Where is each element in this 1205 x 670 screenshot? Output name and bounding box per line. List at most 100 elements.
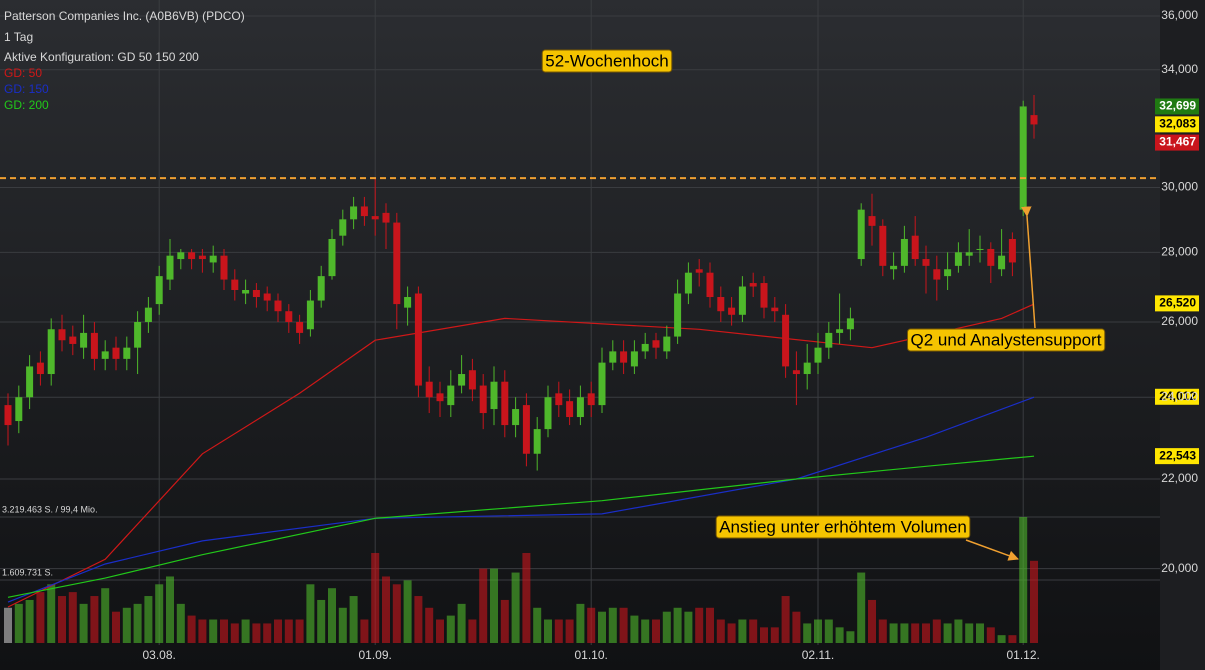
volume-bar — [868, 599, 876, 643]
candle-body — [339, 219, 347, 236]
y-tick-label: 36,000 — [1161, 8, 1198, 22]
annotation: Q2 und Analystensupport — [907, 328, 1106, 352]
price-label: 22,543 — [1159, 448, 1196, 462]
candle-body — [134, 321, 142, 348]
candle-body — [447, 385, 455, 406]
volume-bar — [554, 619, 563, 643]
volume-bar — [166, 576, 174, 643]
candle-body — [652, 340, 660, 348]
volume-bar — [576, 603, 585, 643]
candle-body — [112, 347, 120, 359]
volume-bar — [770, 627, 779, 643]
candle-body — [393, 222, 401, 305]
volume-bar — [349, 596, 358, 643]
candle-body — [555, 393, 563, 406]
volume-bar — [241, 619, 250, 643]
volume-bar — [392, 584, 401, 643]
candle-body — [738, 286, 746, 315]
volume-bar — [155, 584, 164, 643]
y-tick-label: 24,000 — [1161, 389, 1198, 403]
price-label-box — [1155, 98, 1199, 115]
candle-body — [663, 336, 671, 352]
volume-bar — [749, 619, 758, 643]
candle-body — [90, 332, 98, 359]
moving-average — [7, 396, 1035, 603]
volume-bar — [295, 619, 304, 643]
y-tick-label: 26,000 — [1161, 314, 1198, 328]
volume-bar — [79, 603, 88, 643]
volume-bar — [598, 611, 606, 643]
candle-body — [900, 238, 908, 266]
volume-bar — [1030, 560, 1038, 643]
volume-bar — [533, 607, 542, 643]
arrow — [965, 539, 1019, 561]
volume-bar — [662, 611, 671, 643]
candle-body — [360, 206, 368, 217]
volume-bar — [652, 619, 660, 643]
volume-bar — [760, 627, 768, 643]
annotation-text: Q2 und Analystensupport — [911, 330, 1102, 349]
candle-body — [425, 381, 433, 398]
candle-body — [1030, 115, 1038, 125]
volume-bar — [965, 623, 974, 643]
candle-body — [825, 332, 833, 348]
candle-body — [533, 429, 541, 454]
volume-bar — [846, 631, 855, 643]
volume-bar — [1008, 635, 1017, 643]
price-label-box — [1155, 448, 1199, 465]
volume-bar — [4, 607, 12, 643]
candle-body — [231, 279, 239, 291]
annotation-box — [907, 328, 1106, 352]
volume-bar — [738, 619, 747, 643]
candle-body — [4, 405, 12, 426]
candle-body — [328, 238, 336, 277]
volume-bar — [781, 596, 790, 643]
volume-bar — [641, 619, 650, 643]
volume-bar — [101, 588, 110, 643]
volume-bar — [490, 568, 498, 643]
volume-bar — [133, 603, 142, 643]
volume-bar — [608, 607, 617, 643]
candle-body — [728, 307, 736, 315]
volume-bar — [889, 623, 898, 643]
candle-body — [144, 307, 152, 322]
volume-bar — [727, 623, 736, 643]
price-label: 31,467 — [1159, 135, 1196, 149]
volume-bar — [176, 603, 185, 643]
volume-bar — [922, 623, 930, 643]
candle-body — [274, 300, 282, 312]
candle-body — [976, 248, 984, 250]
candle-body — [879, 225, 887, 266]
volume-bar — [943, 623, 952, 643]
candle-body — [522, 405, 530, 454]
price-label: 24,012 — [1159, 389, 1196, 403]
volume-bar — [673, 607, 682, 643]
y-tick-label: 30,000 — [1161, 180, 1198, 194]
x-tick-label: 02.11. — [802, 648, 834, 662]
candle-body — [576, 397, 584, 418]
volume-bar — [425, 607, 434, 643]
annotation-text: Anstieg unter erhöhtem Volumen — [719, 517, 967, 536]
candle-body — [80, 332, 88, 348]
volume-bar — [446, 615, 455, 643]
volume-bar — [630, 615, 639, 643]
candle-body — [490, 381, 498, 410]
candle-body — [47, 329, 55, 375]
candle-body — [717, 297, 725, 312]
volume-bar — [522, 552, 531, 643]
y-tick-label: 28,000 — [1161, 244, 1198, 258]
volume-bar — [338, 607, 347, 643]
y-tick-label: 34,000 — [1161, 62, 1198, 76]
candle-body — [252, 290, 260, 298]
candle-body — [792, 370, 800, 375]
volume-bar — [792, 611, 801, 643]
candle-body — [479, 385, 487, 414]
candle-body — [695, 269, 703, 273]
candle-body — [684, 272, 692, 294]
candle-body — [512, 409, 520, 426]
candle-body — [674, 293, 682, 337]
candle-body — [26, 366, 34, 398]
annotation: Anstieg unter erhöhtem Volumen — [715, 515, 971, 539]
volume-bar — [857, 572, 866, 643]
volume-bar — [68, 592, 77, 643]
